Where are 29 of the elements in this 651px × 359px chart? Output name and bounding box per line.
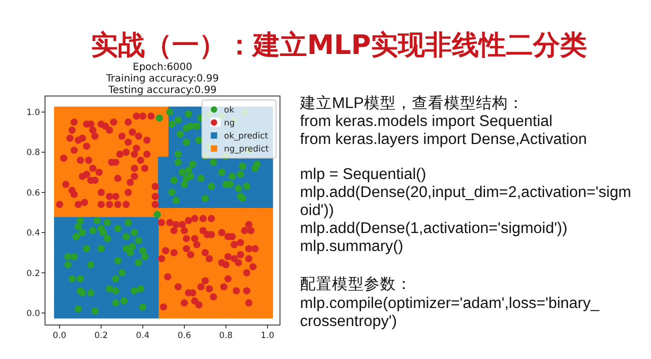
chart-title: Epoch:6000 Training accuracy:0.99 Testing accuracy:0.99 (105, 62, 219, 96)
legend-label: ok (224, 106, 234, 116)
text: mlp.compile(optimizer='adam',loss='binary_ (300, 295, 600, 312)
text: mlp.add(Dense(1,activation='sigmoid')) (300, 220, 568, 237)
text: crossentropy') (300, 313, 397, 330)
text: from keras.layers import Dense,Activation (300, 131, 587, 148)
y-tick-label: 0.6 (26, 188, 40, 198)
legend-label: ng (224, 118, 235, 128)
x-tick-label: 0.6 (178, 331, 192, 341)
text: mlp = Sequential() (300, 166, 426, 183)
legend-label: ng_predict (224, 144, 270, 154)
legend-label: ok_predict (224, 132, 269, 142)
y-tick-label: 1.0 (26, 108, 40, 118)
y-tick-label: 0.2 (26, 268, 40, 279)
x-tick-label: 0.2 (94, 331, 108, 341)
text: from keras.models import Sequential (300, 113, 552, 130)
x-tick-label: 0.8 (219, 331, 233, 341)
x-tick-label: 0.4 (136, 331, 150, 341)
x-tick-label: 0.0 (52, 331, 66, 341)
text: oid')) (300, 202, 334, 219)
x-tick-label: 1.0 (260, 331, 274, 341)
y-tick-label: 0.4 (26, 228, 40, 239)
y-tick-label: 0.8 (26, 148, 40, 158)
y-tick-label: 0.0 (26, 308, 40, 319)
text: 配置模型参数： (300, 275, 412, 293)
text: 建立MLP模型，查看模型结构： (299, 94, 524, 112)
text: mlp.add(Dense(20,input_dim=2,activation='sigm (300, 184, 632, 201)
text: 实战（一）：建立MLP实现非线性二分类 (91, 30, 587, 61)
text: mlp.summary() (300, 238, 404, 255)
